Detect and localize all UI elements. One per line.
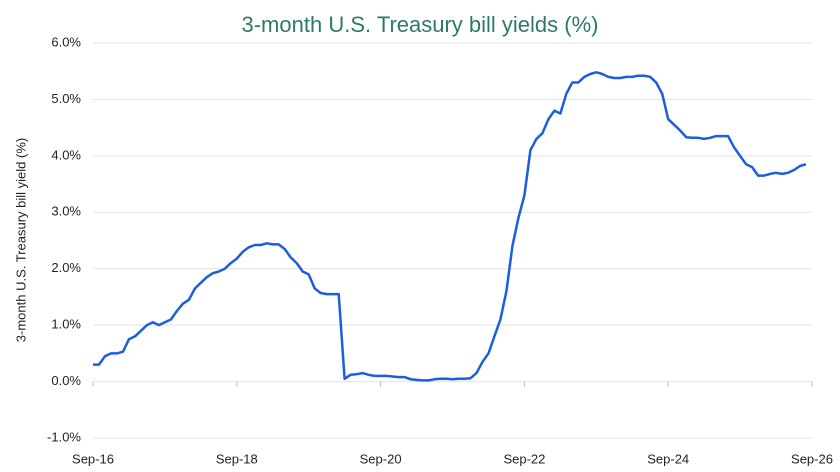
x-tick-label: Sep-18 [216,451,258,466]
chart-title: 3-month U.S. Treasury bill yields (%) [242,12,599,37]
series-line [93,71,807,382]
x-tick-label: Sep-20 [360,451,402,466]
y-tick-label: 1.0% [51,317,81,332]
x-tick-label: Sep-16 [72,451,114,466]
y-tick-label: -1.0% [47,429,81,444]
y-tick-label: 6.0% [51,34,81,49]
y-axis-label: 3-month U.S. Treasury bill yield (%) [13,138,28,342]
y-tick-label: 5.0% [51,91,81,106]
y-tick-label: 2.0% [51,260,81,275]
x-tick-label: Sep-22 [503,451,545,466]
y-tick-label: 0.0% [51,373,81,388]
x-tick-label: Sep-26 [791,451,833,466]
x-tick-label: Sep-24 [647,451,689,466]
y-tick-label: 3.0% [51,204,81,219]
y-tick-label: 4.0% [51,147,81,162]
